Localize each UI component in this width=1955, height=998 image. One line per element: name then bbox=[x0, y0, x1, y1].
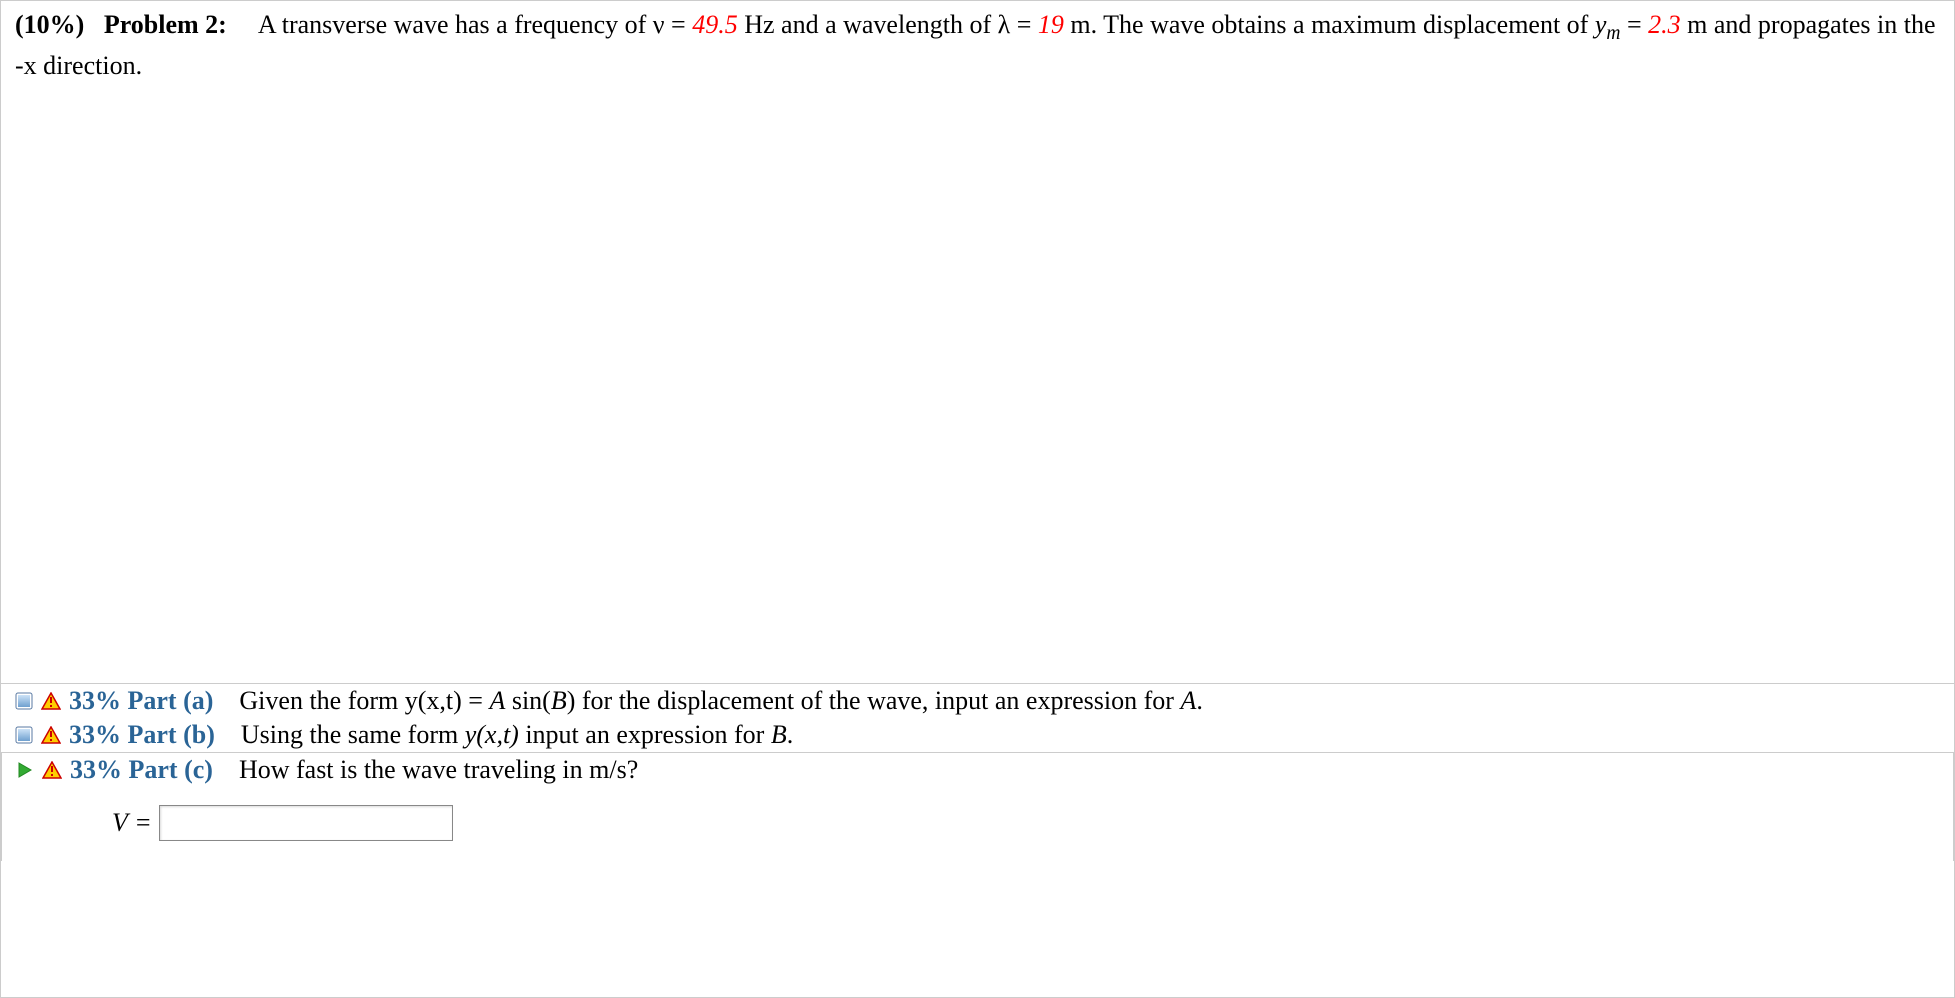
answer-input[interactable] bbox=[159, 805, 453, 841]
part-c-label: Part (c) bbox=[129, 755, 213, 784]
part-a-percent: 33% bbox=[69, 686, 121, 715]
part-b-percent: 33% bbox=[69, 720, 121, 749]
problem-text-2: Hz and a wavelength of λ = bbox=[744, 10, 1031, 39]
part-a-A1: A bbox=[489, 686, 505, 715]
problem-weight: (10%) bbox=[15, 10, 84, 39]
part-c-text: How fast is the wave traveling in m/s? bbox=[239, 755, 638, 784]
part-a-label: Part (a) bbox=[128, 686, 214, 715]
part-b-text-3: input an expression for bbox=[525, 720, 764, 749]
answer-equals: = bbox=[136, 808, 151, 838]
answer-row: V = bbox=[2, 787, 1953, 841]
part-a-text-7: . bbox=[1196, 686, 1203, 715]
warning-icon bbox=[41, 692, 61, 710]
problem-container: (10%) Problem 2: A transverse wave has a… bbox=[0, 0, 1955, 998]
ym-equals: = bbox=[1627, 10, 1642, 39]
part-b-text-5: . bbox=[787, 720, 794, 749]
part-b-row[interactable]: 33% Part (b) Using the same form y(x,t) … bbox=[1, 718, 1954, 752]
warning-icon bbox=[42, 761, 62, 779]
part-c-percent: 33% bbox=[70, 755, 122, 784]
problem-text-1: A transverse wave has a frequency of ν = bbox=[258, 10, 686, 39]
parts-block: 33% Part (a) Given the form y(x,t) = A s… bbox=[1, 683, 1954, 861]
collapse-icon[interactable] bbox=[15, 692, 33, 710]
problem-text-3: m. The wave obtains a maximum displaceme… bbox=[1070, 10, 1588, 39]
part-a-text-1: Given the form y(x,t) = bbox=[239, 686, 483, 715]
part-a-text-3: sin( bbox=[512, 686, 551, 715]
answer-lhs: V bbox=[112, 808, 128, 838]
collapse-icon[interactable] bbox=[15, 726, 33, 744]
warning-icon bbox=[41, 726, 61, 744]
part-b-text-1: Using the same form bbox=[241, 720, 458, 749]
ym-symbol: y bbox=[1595, 10, 1607, 39]
ym-value: 2.3 bbox=[1648, 10, 1681, 39]
wavelength-value: 19 bbox=[1038, 10, 1064, 39]
part-a-A2: A bbox=[1180, 686, 1196, 715]
ym-subscript: m bbox=[1606, 23, 1620, 44]
blank-space bbox=[1, 83, 1954, 683]
problem-title: Problem 2: bbox=[104, 10, 227, 39]
play-icon[interactable] bbox=[16, 761, 34, 779]
part-a-B: B bbox=[551, 686, 567, 715]
part-b-label: Part (b) bbox=[128, 720, 215, 749]
part-a-text-5: ) for the displacement of the wave, inpu… bbox=[567, 686, 1174, 715]
problem-statement: (10%) Problem 2: A transverse wave has a… bbox=[1, 1, 1954, 83]
frequency-value: 49.5 bbox=[692, 10, 738, 39]
part-c-row[interactable]: 33% Part (c) How fast is the wave travel… bbox=[2, 753, 1953, 787]
part-b-yxt: y(x,t) bbox=[465, 720, 519, 749]
part-a-row[interactable]: 33% Part (a) Given the form y(x,t) = A s… bbox=[1, 684, 1954, 718]
part-b-B: B bbox=[771, 720, 787, 749]
part-c-box: 33% Part (c) How fast is the wave travel… bbox=[1, 752, 1954, 861]
